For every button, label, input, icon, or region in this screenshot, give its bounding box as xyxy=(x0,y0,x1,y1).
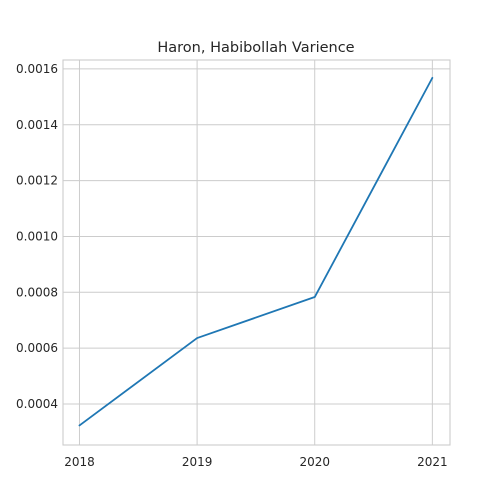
y-tick-label: 0.0016 xyxy=(16,62,58,76)
x-tick-label: 2018 xyxy=(64,455,95,469)
y-tick-label: 0.0014 xyxy=(16,118,58,132)
x-tick-label: 2020 xyxy=(299,455,330,469)
x-tick-label: 2019 xyxy=(182,455,213,469)
grid xyxy=(63,60,450,445)
y-tick-label: 0.0004 xyxy=(16,397,58,411)
y-axis-ticks: 0.0004 0.0006 0.0008 0.0010 0.0012 0.0014 0.00… xyxy=(16,62,58,411)
series-layer xyxy=(78,76,434,427)
x-axis-ticks: 2018 2019 2020 2021 xyxy=(64,455,447,469)
chart-title: Haron, Habibollah Varience xyxy=(157,40,354,56)
series-line xyxy=(78,76,434,427)
x-tick-label: 2021 xyxy=(417,455,448,469)
y-tick-label: 0.0008 xyxy=(16,285,58,299)
y-tick-label: 0.0006 xyxy=(16,341,58,355)
plot-area-frame xyxy=(62,59,451,446)
y-tick-label: 0.0010 xyxy=(16,229,58,243)
y-tick-label: 0.0012 xyxy=(16,174,58,188)
